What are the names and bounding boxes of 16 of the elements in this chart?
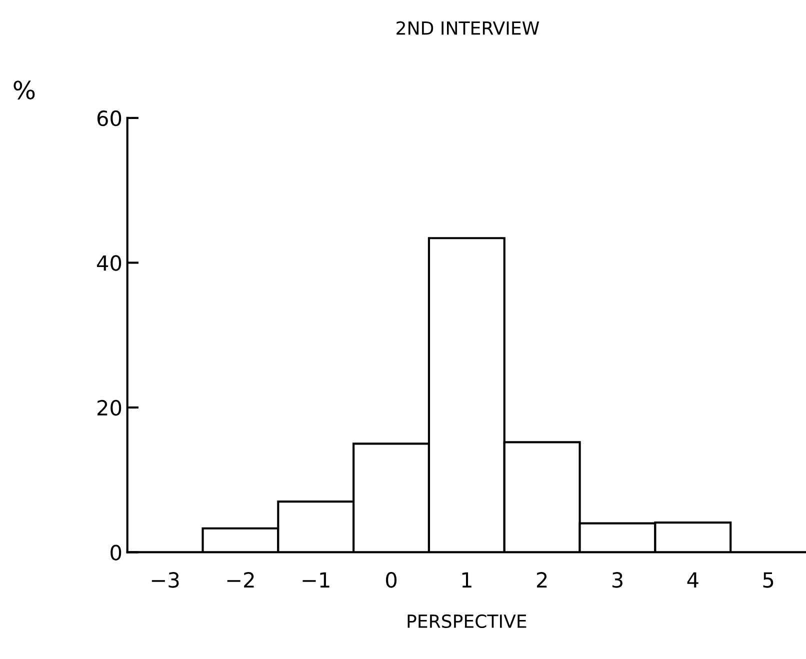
y-tick-label: 40 bbox=[96, 255, 122, 271]
x-tick-label: 3 bbox=[612, 572, 622, 588]
x-axis-title: PERSPECTIVE bbox=[408, 614, 526, 628]
chart-title: 2ND INTERVIEW bbox=[396, 21, 540, 35]
x-tick-label: −1 bbox=[302, 572, 330, 588]
x-tick-label: 4 bbox=[687, 572, 698, 588]
y-tick-label: 60 bbox=[97, 110, 122, 126]
y-tick-label: 20 bbox=[98, 400, 122, 416]
x-tick-label: −2 bbox=[227, 572, 254, 588]
x-tick-label: 5 bbox=[763, 572, 774, 588]
y-tick-label: 0 bbox=[110, 544, 122, 560]
y-axis-title: % bbox=[14, 80, 35, 100]
x-tick-label: 2 bbox=[536, 572, 547, 588]
x-tick-label: 1 bbox=[462, 572, 472, 588]
x-tick-label: 0 bbox=[386, 572, 397, 588]
x-tick-label: −3 bbox=[152, 572, 179, 588]
